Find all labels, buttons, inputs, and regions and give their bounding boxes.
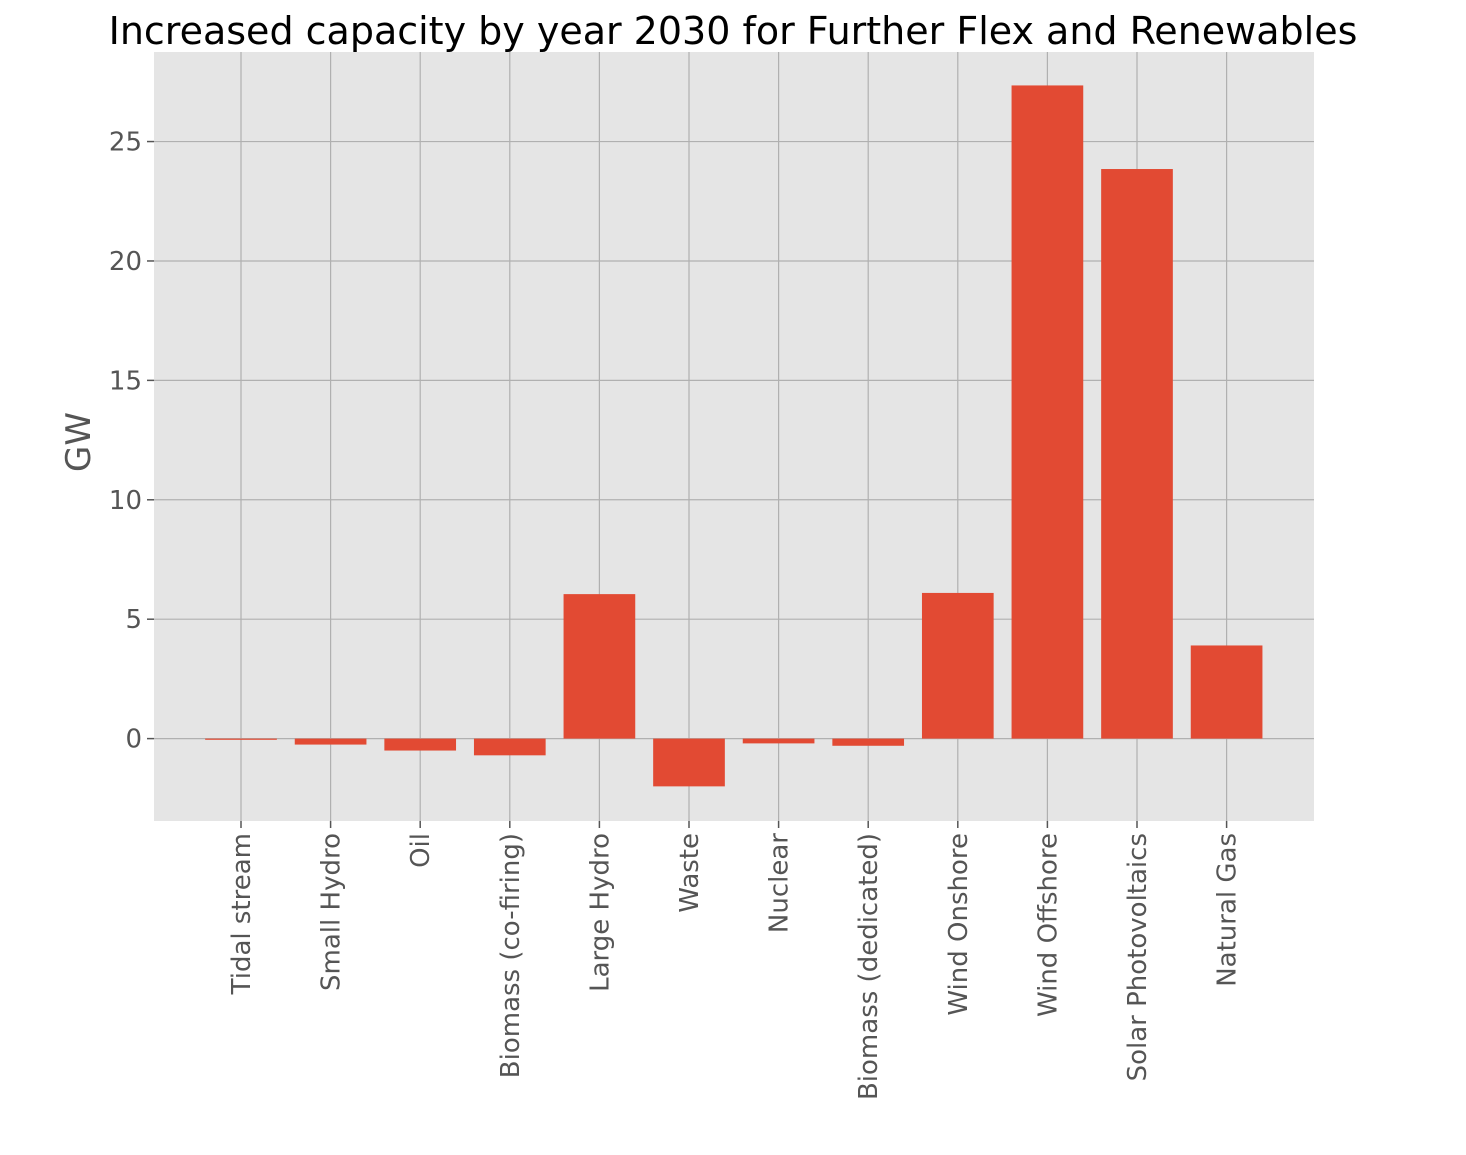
bar [473,738,546,756]
x-tick-label: Large Hydro [585,833,615,992]
x-tick-label: Nuclear [765,833,795,933]
bar [1101,169,1173,739]
bar [742,738,815,744]
y-tick-label: 15 [109,366,142,396]
x-tick-label: Biomass (dedicated) [854,833,884,1100]
bar [294,738,367,745]
x-tick-label: Waste [675,833,705,913]
x-axis-ticks: Tidal stream Small Hydro Oil Biomass (co-fi… [227,821,1243,1100]
bar [653,738,725,787]
x-tick-label: Small Hydro [317,833,347,991]
chart-title: Increased capacity by year 2030 for Furt… [109,9,1358,53]
bar [921,592,994,739]
x-tick-label: Solar Photovoltaics [1123,833,1153,1081]
x-tick-label: Biomass (co-firing) [496,833,526,1078]
y-tick-label: 5 [125,605,142,635]
bar [1011,85,1084,739]
y-axis-label: GW [59,412,99,472]
bar [832,738,905,746]
y-tick-label: 10 [109,486,142,516]
x-tick-label: Wind Onshore [944,833,974,1016]
bar [563,594,636,739]
y-tick-label: 20 [109,247,142,277]
bars [205,85,1263,787]
y-tick-label: 0 [125,725,142,755]
y-axis-ticks: 0 5 10 15 20 25 [109,128,154,755]
x-tick-label: Tidal stream [227,833,257,995]
x-tick-label: Wind Offshore [1033,833,1063,1017]
bar [1190,645,1263,739]
x-tick-label: Natural Gas [1213,833,1243,987]
bar [384,738,457,751]
y-tick-label: 25 [109,128,142,158]
x-tick-label: Oil [406,833,436,868]
bar [205,738,277,740]
